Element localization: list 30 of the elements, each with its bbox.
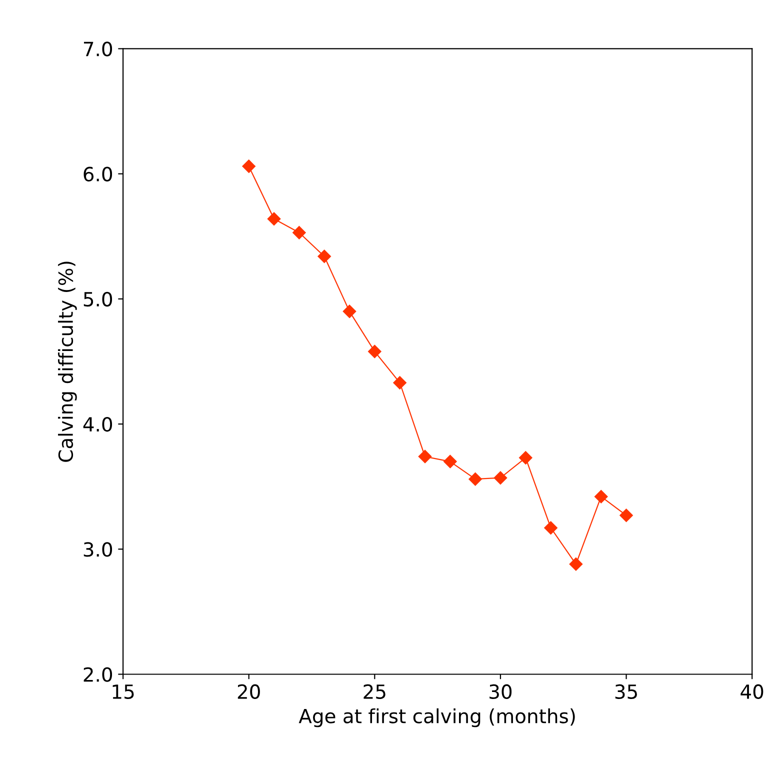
x-tick-label: 30	[490, 684, 512, 700]
point	[318, 250, 331, 263]
point	[418, 450, 432, 464]
y-tick-label: 2.0	[84, 667, 112, 682]
y-axis-title: Calving difficulty (%)	[58, 262, 77, 462]
y-tick-label: 4.0	[83, 416, 112, 432]
point	[494, 471, 508, 484]
x-tick-label: 40	[740, 684, 764, 700]
point	[594, 490, 608, 504]
point	[393, 376, 406, 390]
point	[342, 304, 356, 318]
y-tick-label: 3.0	[84, 542, 112, 557]
x-tick-label: 35	[615, 684, 637, 700]
point	[519, 451, 532, 464]
point	[468, 472, 482, 486]
point	[368, 344, 382, 358]
y-tick-label: 5.0	[84, 292, 112, 307]
x-tick-label: 25	[364, 684, 386, 700]
point	[292, 226, 306, 240]
y-tick-label: 6.0	[84, 166, 112, 182]
point	[569, 558, 583, 571]
point	[620, 508, 633, 522]
x-tick-label: 15	[112, 684, 134, 700]
y-tick-label: 7.0	[84, 42, 112, 56]
point	[544, 521, 558, 534]
x-tick-label: 20	[238, 684, 260, 700]
point	[242, 160, 256, 173]
point	[267, 212, 281, 226]
point	[444, 454, 457, 468]
x-axis-title: Age at first calving (months)	[298, 708, 575, 728]
